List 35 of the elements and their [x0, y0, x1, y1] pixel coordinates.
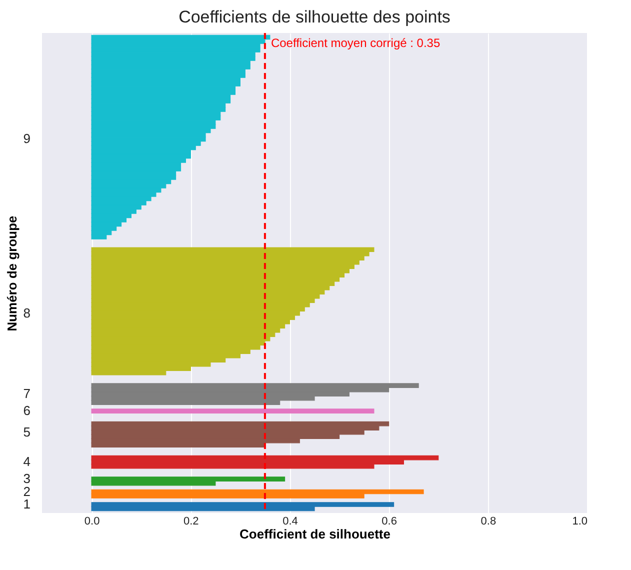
y-tick-label: 3 — [23, 471, 30, 486]
bar — [91, 247, 374, 252]
bar — [91, 64, 250, 70]
x-axis-title: Coefficient de silhouette — [240, 526, 390, 542]
y-tick-label: 5 — [23, 424, 30, 440]
bar — [91, 476, 286, 482]
x-tick-label: 0.2 — [183, 516, 199, 528]
x-tick-label: 0.4 — [282, 516, 298, 528]
bar — [91, 82, 240, 86]
bar — [91, 73, 246, 78]
x-tick-label: 0.8 — [480, 516, 496, 528]
y-tick-label: 8 — [23, 305, 30, 320]
bar — [91, 136, 206, 142]
bar — [91, 408, 374, 414]
x-tick-label: 1.0 — [572, 516, 588, 528]
bar — [91, 124, 216, 129]
bar — [91, 98, 231, 104]
bar — [91, 154, 191, 159]
chart-title: Coefficients de silhouette des points — [178, 8, 450, 27]
bar — [91, 56, 256, 61]
bar — [91, 48, 260, 52]
bar — [91, 116, 221, 120]
y-tick-label: 4 — [23, 454, 30, 470]
y-axis-title: Numéro de groupe — [4, 216, 20, 332]
y-tick-label: 9 — [23, 131, 30, 146]
bar — [91, 502, 394, 507]
bar — [91, 90, 236, 95]
y-tick-label: 7 — [23, 386, 30, 402]
x-tick-label: 0.0 — [84, 516, 100, 528]
y-tick-label: 1 — [23, 496, 30, 512]
bar — [91, 107, 226, 112]
y-tick-label: 6 — [23, 403, 30, 418]
ref-line-label: Coefficient moyen corrigé : 0.35 — [270, 36, 440, 50]
x-tick-label: 0.6 — [382, 516, 397, 528]
y-tick-label: 2 — [23, 484, 30, 499]
